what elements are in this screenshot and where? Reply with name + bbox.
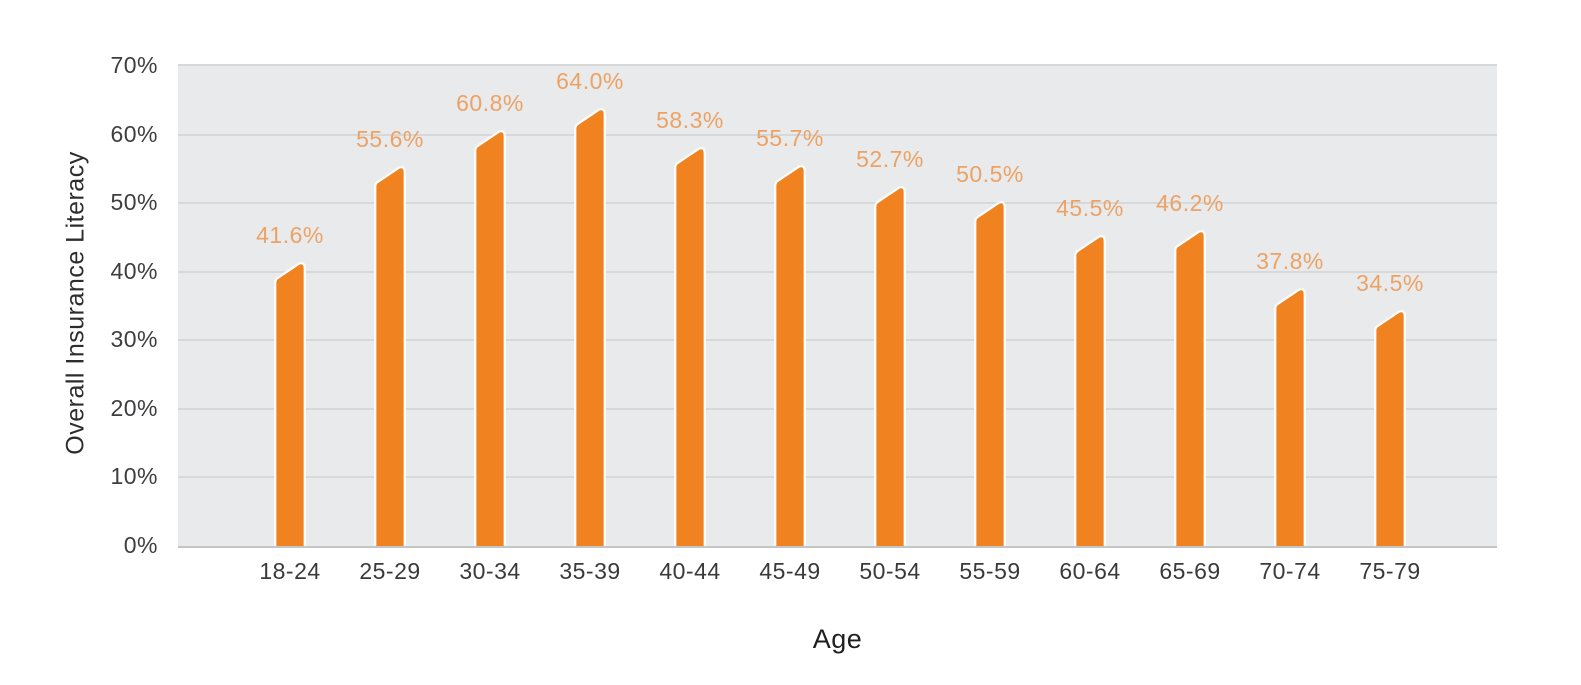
gridline <box>178 202 1497 205</box>
bar-shape <box>874 186 906 546</box>
bar-shape <box>1274 288 1306 546</box>
x-tick-label: 18-24 <box>259 558 321 584</box>
x-tick-label: 45-49 <box>759 558 821 584</box>
bar-shape <box>474 130 506 546</box>
y-tick-label: 0% <box>123 532 158 558</box>
bar-value-label: 46.2% <box>1156 190 1224 216</box>
bar-value-label: 58.3% <box>656 107 724 133</box>
bar <box>474 129 506 546</box>
bar-value-label: 60.8% <box>456 90 524 116</box>
x-tick-label: 75-79 <box>1359 558 1421 584</box>
gridline <box>178 270 1497 273</box>
gridline <box>178 407 1497 410</box>
x-tick-label: 60-64 <box>1059 558 1121 584</box>
bar-shape <box>1374 310 1406 546</box>
x-tick-label: 40-44 <box>659 558 721 584</box>
y-tick-label: 50% <box>110 189 158 216</box>
gridline <box>178 476 1497 479</box>
bar-shape <box>674 147 706 546</box>
bar <box>1174 229 1206 546</box>
x-tick-label: 65-69 <box>1159 558 1221 584</box>
x-tick-label: 55-59 <box>959 558 1021 584</box>
bar-value-label: 41.6% <box>256 222 324 248</box>
gridline <box>178 133 1497 136</box>
bar <box>574 107 606 546</box>
bar-shape <box>774 165 806 546</box>
bar-shape <box>274 262 306 546</box>
bar-shape <box>574 108 606 546</box>
x-tick-label: 50-54 <box>859 558 921 584</box>
bar <box>374 165 406 546</box>
bar <box>1274 287 1306 546</box>
bar-value-label: 55.6% <box>356 126 424 152</box>
bar <box>774 164 806 546</box>
bar <box>1074 234 1106 546</box>
bar <box>874 185 906 546</box>
y-tick-label: 10% <box>110 463 158 490</box>
y-tick-label: 30% <box>110 326 158 353</box>
bar <box>1374 309 1406 546</box>
x-tick-label: 25-29 <box>359 558 421 584</box>
bar-value-label: 45.5% <box>1056 195 1124 221</box>
bar-shape <box>374 166 406 546</box>
bar-value-label: 34.5% <box>1356 270 1424 296</box>
x-tick-label: 30-34 <box>459 558 521 584</box>
y-tick-label: 60% <box>110 120 158 147</box>
bar <box>674 146 706 546</box>
bar-value-label: 52.7% <box>856 146 924 172</box>
gridline <box>178 339 1497 342</box>
bar-value-label: 64.0% <box>556 68 624 94</box>
bar <box>274 261 306 546</box>
y-tick-label: 70% <box>110 52 158 78</box>
y-tick-label: 40% <box>110 257 158 284</box>
bar-shape <box>1074 235 1106 546</box>
bar-value-label: 50.5% <box>956 161 1024 187</box>
bar-shape <box>1174 230 1206 546</box>
bar-value-label: 55.7% <box>756 125 824 151</box>
bar-shape <box>974 201 1006 546</box>
x-tick-label: 35-39 <box>559 558 621 584</box>
plot-area: 41.6% 55.6% 60.8% 64.0% 58.3% 55.7% 52.7% 50.5%… <box>178 64 1497 548</box>
x-axis-title: Age <box>812 624 863 654</box>
x-tick-label: 70-74 <box>1259 558 1321 584</box>
bar-value-label: 37.8% <box>1256 248 1324 274</box>
y-tick-label: 20% <box>110 394 158 421</box>
bar <box>974 200 1006 546</box>
